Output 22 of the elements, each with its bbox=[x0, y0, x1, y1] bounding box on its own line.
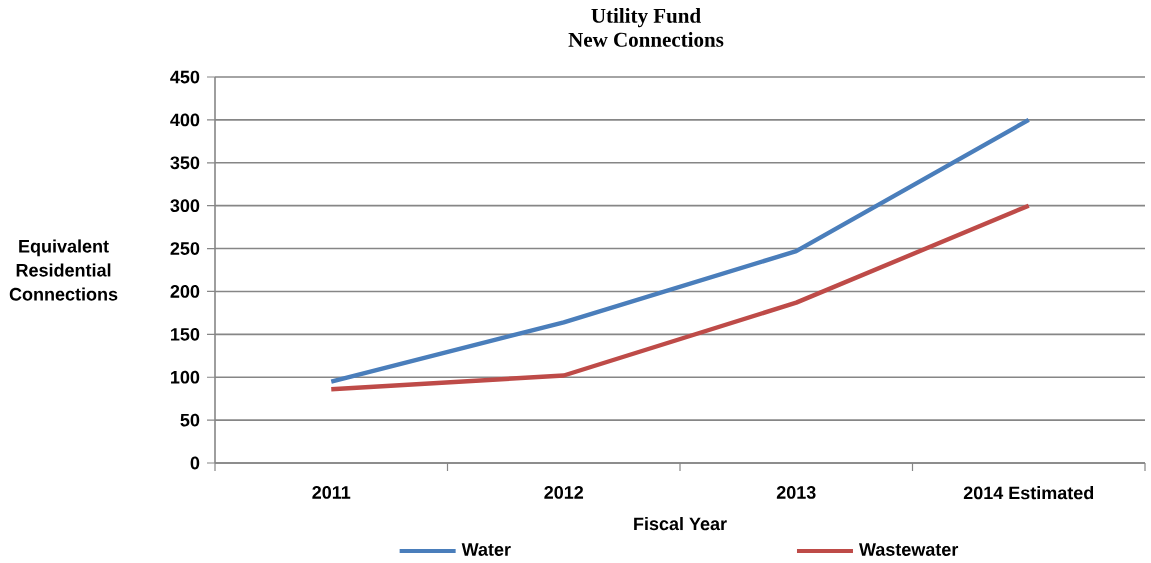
line-series bbox=[329, 203, 1031, 392]
y-tick-label: 200 bbox=[170, 285, 200, 298]
y-tick-label: 400 bbox=[170, 113, 200, 127]
legend-label: Water bbox=[461, 543, 511, 556]
y-axis-title: Equivalent Residential Connections bbox=[9, 239, 118, 301]
x-tick-label: 2013 bbox=[776, 486, 816, 499]
y-tick-label: 50 bbox=[180, 413, 200, 427]
x-tick-label: 2014 Estimated bbox=[963, 486, 1094, 500]
y-tick-label: 300 bbox=[170, 199, 200, 213]
y-tick-label: 100 bbox=[171, 370, 200, 384]
y-tick-label: 150 bbox=[171, 327, 200, 341]
x-tick-label: 2012 bbox=[544, 486, 584, 499]
line-series bbox=[329, 117, 1031, 384]
chart-title: Utility Fund bbox=[591, 8, 701, 28]
legend-label: Wastewater bbox=[859, 543, 959, 556]
y-tick-label: 350 bbox=[170, 156, 200, 170]
y-tick-label: 0 bbox=[190, 456, 200, 470]
y-tick-label: 450 bbox=[170, 70, 200, 84]
x-axis-title: Fiscal Year bbox=[634, 517, 727, 531]
y-tick-label: 250 bbox=[170, 242, 200, 255]
x-tick-label: 2011 bbox=[312, 486, 351, 499]
chart-subtitle: New Connections bbox=[568, 32, 724, 47]
